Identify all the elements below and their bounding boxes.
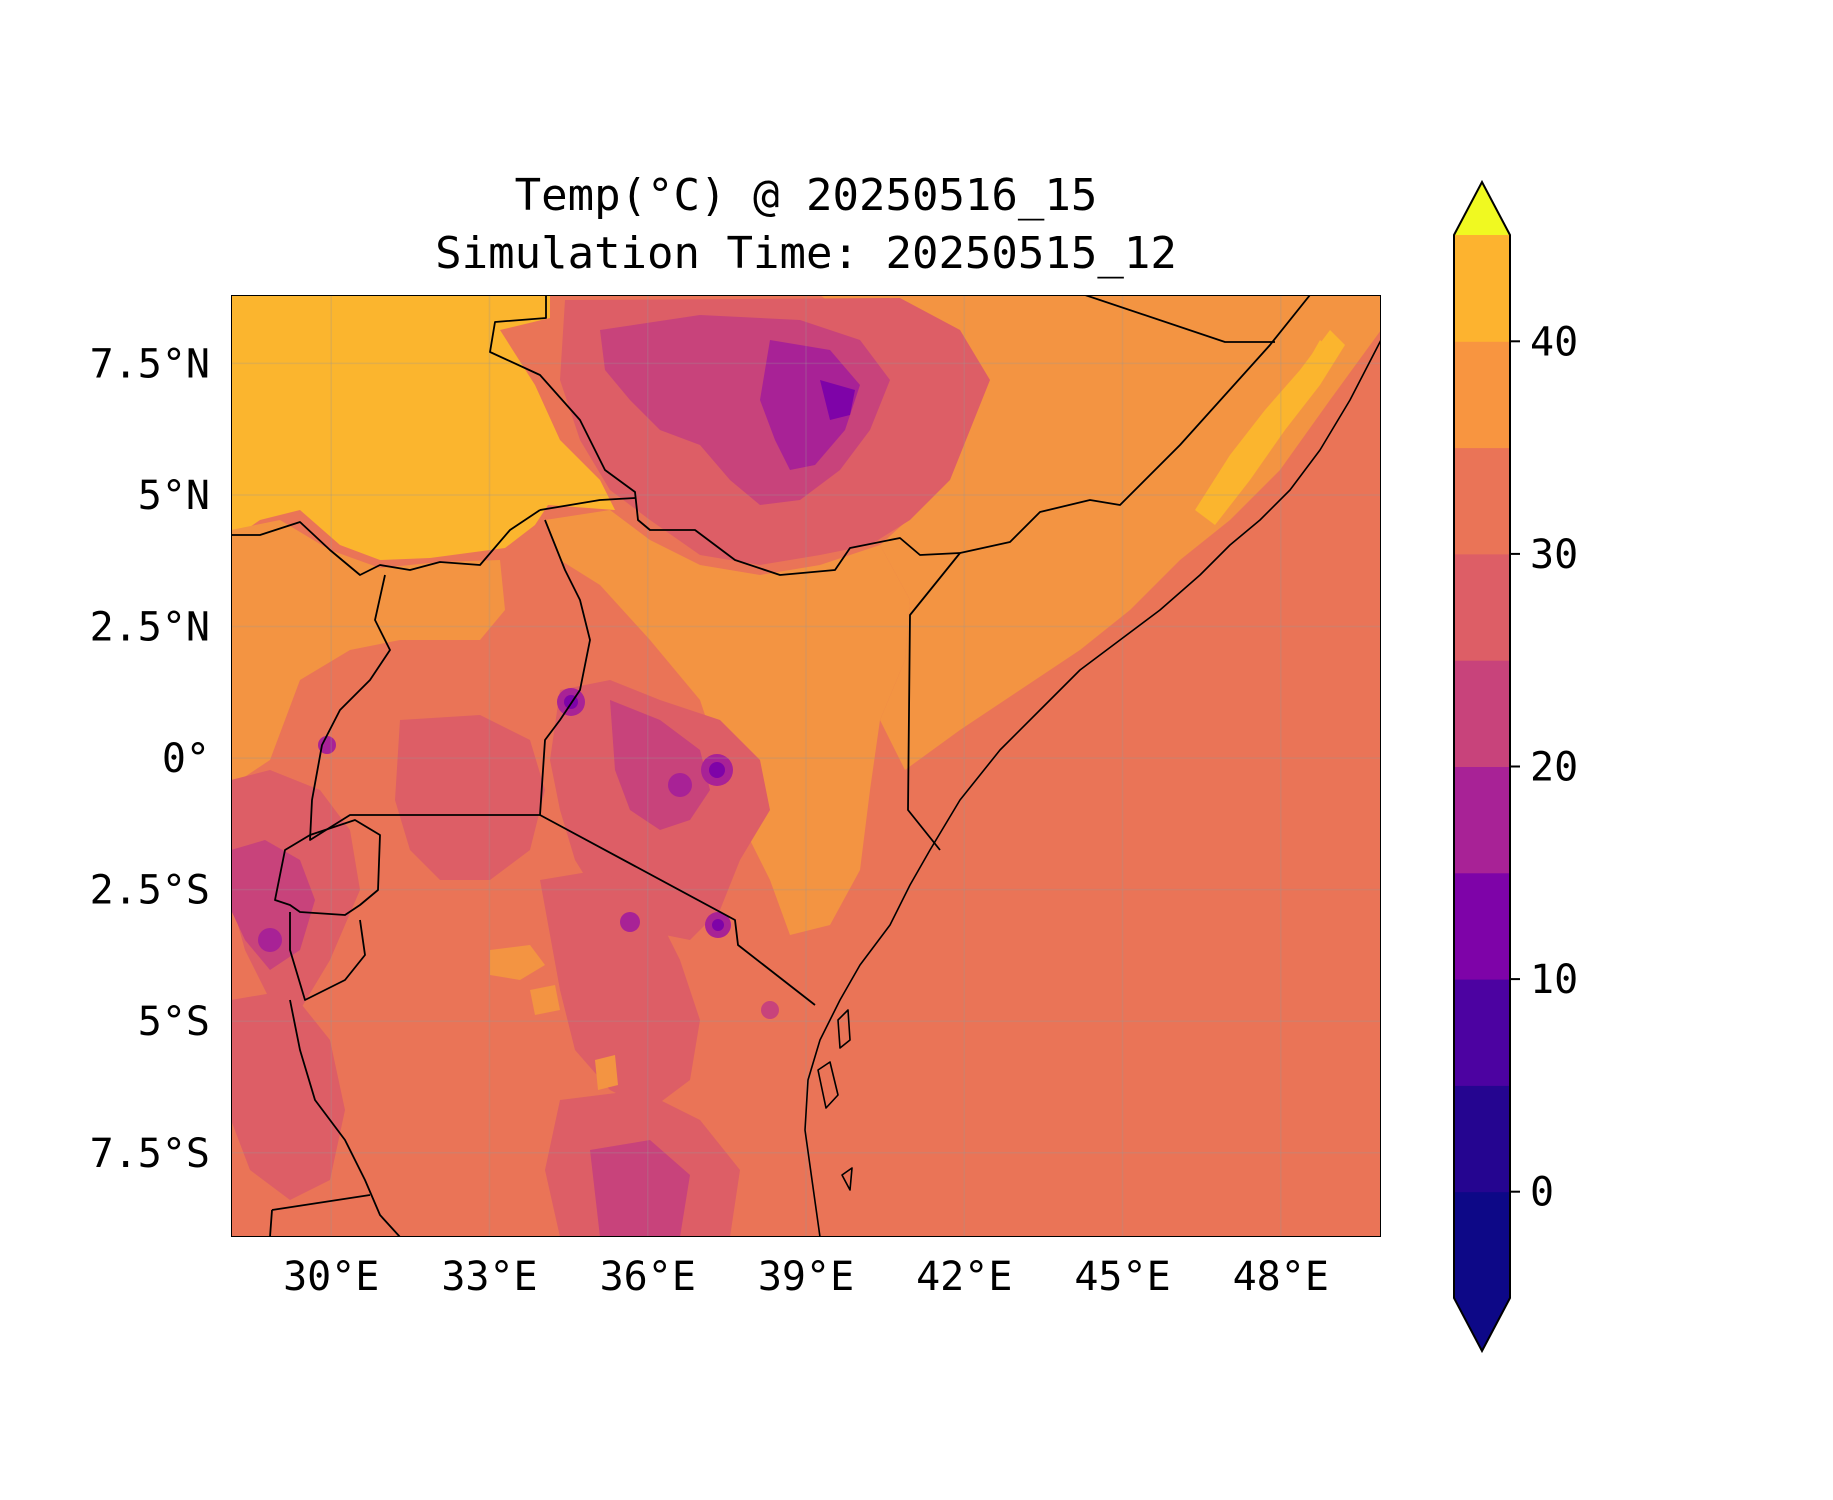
border-kenya-tanzania [539,814,816,1006]
cold-spot-aberdares [668,773,692,797]
y-tick-label: 5°S [138,999,210,1045]
y-tick-label: 0° [162,736,210,782]
colorbar-segment [1454,660,1510,767]
x-tick-label: 45°E [1074,1254,1170,1300]
island-pemba [837,1009,851,1049]
contour-hot-south-sudan [231,295,615,560]
contour-hot-spot-northeast [1300,340,1330,385]
contour-tanzania-warm-3 [595,1055,618,1090]
cold-spot-meru [620,912,640,932]
y-tick-label: 2.5°S [90,868,210,914]
contour-peak-ethiopian-highlands [820,380,855,420]
colorbar-outline [1453,179,1511,1354]
colorbar-segment [1454,235,1510,342]
border-rwanda-burundi [274,819,381,916]
island-zanzibar [817,1061,839,1109]
colorbar: 0 10 20 30 40 [1453,179,1578,1354]
colorbar-tick-label: 0 [1530,1170,1554,1216]
cold-spot-uluguru [761,1001,779,1019]
cold-spot-rwenzori [318,736,336,754]
colorbar-segment [1454,979,1510,1086]
colorbar-segment [1454,766,1510,874]
contour-tanzania-warm-2 [530,985,560,1015]
contour-lake-victoria-basin [395,715,545,880]
colorbar-segment [1454,1191,1510,1299]
colorbar-segment [1454,553,1510,661]
border-lake-tanganyika-west [289,999,401,1237]
contour-coldest-ethiopian-highlands [760,340,860,470]
colorbar-segment [1454,872,1510,980]
y-tick-label: 2.5°N [90,605,210,651]
island-mafia [841,1167,853,1191]
border-uganda-kenya [539,519,591,816]
border-kenya-ethiopia-somalia [539,295,1311,554]
contour-western-rift-cold [231,840,315,970]
x-tick-label: 36°E [600,1254,696,1300]
x-tick-label: 48°E [1233,1254,1329,1300]
border-south-sudan-ethiopia [489,295,961,576]
x-tick-label: 39°E [758,1254,854,1300]
border-ethiopia-somalia [1084,295,1275,343]
y-tick-label: 5°N [138,473,210,519]
map-grid [231,295,1381,1237]
border-zambia-tanzania [269,1194,371,1237]
map-area [231,295,1381,1237]
colorbar-extend-high [1454,182,1510,235]
contour-rift-highlands [540,870,700,1110]
border-kenya-somalia [907,552,961,851]
cold-spot-mt-kenya-core [709,762,725,778]
map-title: Temp(°C) @ 20250516_15 [515,170,1098,221]
y-tick-label: 7.5°N [90,341,210,387]
colorbar-segment [1454,1085,1510,1193]
colorbar-tick-label: 40 [1530,319,1578,365]
contour-tanzania-warm-1 [490,945,545,980]
colorbar-segment [1454,447,1510,555]
contour-lake-region [231,990,345,1200]
border-uganda-south-sudan [231,509,541,576]
contour-warm-west [231,520,505,780]
colorbar-extend-low [1454,1298,1510,1351]
contour-southern-highlands-cold [590,1140,690,1237]
latitude-tick-labels: 7.5°N 5°N 2.5°N 0° 2.5°S 5°S 7.5°S [90,341,210,1176]
map-subtitle: Simulation Time: 20250515_12 [435,228,1177,279]
coastline-east-africa [804,339,1381,1237]
x-tick-label: 33°E [441,1254,537,1300]
contour-kenya-highlands-cold [610,700,710,830]
border-burundi-tanzania [289,912,366,1001]
x-tick-label: 42°E [916,1254,1012,1300]
colorbar-tick-label: 10 [1530,957,1578,1003]
longitude-tick-labels: 30°E 33°E 36°E 39°E 42°E 45°E 48°E [283,1254,1329,1300]
x-tick-label: 30°E [283,1254,379,1300]
y-tick-label: 7.5°S [90,1131,210,1177]
cold-spot-kilimanjaro-core [712,919,724,931]
colorbar-tick-label: 20 [1530,745,1578,791]
colorbar-tick-label: 30 [1530,532,1578,578]
colorbar-segment [1454,341,1510,449]
contour-warm-northern-kenya [545,510,910,935]
cold-spot-virunga [258,928,282,952]
